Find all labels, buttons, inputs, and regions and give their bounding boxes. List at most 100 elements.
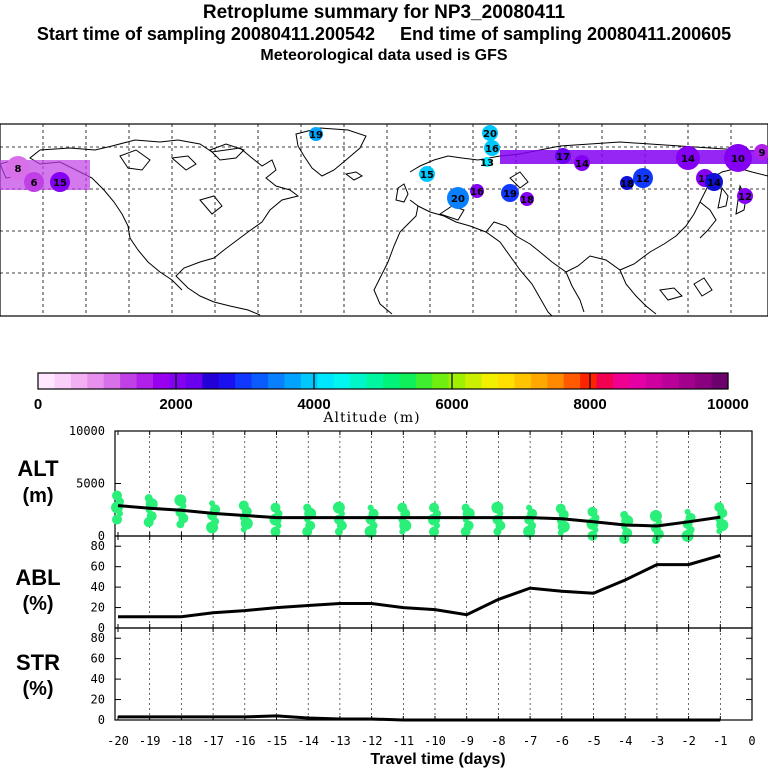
str-panel: STR (%) 80 60 40 20 0: [16, 627, 753, 727]
colorbar-frame: [37, 372, 729, 390]
bubble-label: 17: [556, 152, 570, 163]
colorbar-cell: [530, 373, 548, 389]
trajectory-bubble: 18: [520, 192, 534, 206]
colorbar-cell: [580, 373, 598, 389]
bubble-marker: [555, 148, 571, 164]
x-tick-label: -12: [361, 734, 383, 748]
x-tick-label: -10: [424, 734, 446, 748]
abl-panel: ABL (%) 80 60 40 20 0: [15, 535, 753, 635]
colorbar-cell: [317, 373, 335, 389]
bubble-label: 15: [53, 178, 67, 189]
colorbar-cell: [415, 373, 433, 389]
bubble-marker: [737, 188, 753, 204]
x-tick-label: -3: [650, 734, 664, 748]
altitude-dot: [493, 527, 502, 536]
map-graticule: [0, 124, 768, 316]
bubble-marker: [484, 140, 500, 156]
colorbar-tick-label: 0: [34, 396, 42, 413]
colorbar-cell: [711, 373, 729, 389]
trajectory-bubble: 14: [574, 155, 590, 171]
bubble-marker: [482, 157, 492, 167]
bubble-label: 12: [738, 192, 752, 203]
y-tick-label: 40: [91, 580, 105, 594]
x-tick-label: -19: [139, 734, 161, 748]
x-tick-label: -11: [392, 734, 414, 748]
trajectory-bubble: 9: [754, 144, 768, 160]
y-tick-label: 5000: [76, 477, 105, 491]
y-tick-label: 80: [91, 539, 105, 553]
altitude-dot: [240, 526, 247, 533]
trajectory-bubble: 10: [724, 144, 752, 172]
altitude-dot: [334, 527, 343, 536]
bubble-label: 14: [681, 154, 695, 165]
colorbar-cell: [383, 373, 401, 389]
x-tick-label: -1: [713, 734, 727, 748]
x-tick-label: -4: [618, 734, 632, 748]
y-tick-label: 0: [98, 621, 105, 635]
str-label: STR: [16, 650, 60, 675]
colorbar-tick-label: 4000: [297, 396, 330, 413]
colorbar-cell: [613, 373, 631, 389]
bubble-marker: [724, 144, 752, 172]
colorbar-cell: [284, 373, 302, 389]
str-frame: [114, 627, 753, 721]
colorbar-cell: [136, 373, 154, 389]
y-tick-label: 60: [91, 652, 105, 666]
altitude-dot: [651, 536, 660, 545]
bubble-marker: [501, 184, 519, 202]
altitude-dot: [206, 521, 219, 534]
bubble-marker: [6, 156, 30, 180]
bubble-label: 9: [759, 148, 766, 159]
trajectory-bubble: 14: [705, 173, 723, 191]
y-tick-label: 60: [91, 560, 105, 574]
altitude-dot: [557, 529, 564, 536]
x-tick-label: -17: [202, 734, 224, 748]
trajectory-bubble: 6: [24, 172, 44, 192]
bubble-label: 10: [731, 154, 745, 165]
colorbar-cell: [103, 373, 121, 389]
trajectory-bubble: 17: [555, 148, 571, 164]
colorbar-cell: [678, 373, 696, 389]
x-tick-label: -13: [329, 734, 351, 748]
trajectory-bubble: 14: [676, 146, 700, 170]
altitude-dot: [176, 520, 185, 529]
str-unit: (%): [22, 678, 53, 700]
alt-panel: ALT (m) 10000 5000 0: [17, 424, 753, 545]
x-axis-label: Travel time (days): [370, 751, 505, 768]
bubble-marker: [633, 168, 653, 188]
colorbar-label: Altitude (m): [322, 410, 420, 426]
altitude-dot: [523, 525, 536, 538]
bubble-label: 18: [620, 179, 634, 190]
y-tick-label: 0: [98, 713, 105, 727]
x-tick-label: -5: [586, 734, 600, 748]
bubble-label: 11: [698, 174, 712, 185]
y-tick-label: 20: [91, 693, 105, 707]
str-series-line: [118, 714, 721, 722]
x-tick-label: -7: [523, 734, 537, 748]
x-tick-label: -16: [234, 734, 256, 748]
bubble-marker: [482, 125, 498, 141]
bubble-marker: [574, 155, 590, 171]
y-tick-label: 40: [91, 672, 105, 686]
y-tick-label: 20: [91, 601, 105, 615]
colorbar-tick-label: 10000: [707, 396, 749, 413]
bubble-marker: [676, 146, 700, 170]
altitude-dot: [399, 528, 406, 535]
bubble-label: 8: [15, 164, 22, 175]
colorbar-cell: [268, 373, 286, 389]
trajectory-bubble: 18: [620, 176, 634, 190]
altitude-dot: [460, 526, 471, 537]
colorbar-cell: [350, 373, 368, 389]
bubble-marker: [754, 144, 768, 160]
x-tick-label: -18: [171, 734, 193, 748]
alt-series-line: [117, 504, 721, 528]
trajectory-bubble: 19: [309, 127, 323, 141]
colorbar-cell: [547, 373, 565, 389]
bubble-marker: [470, 184, 484, 198]
x-tick-label: -15: [266, 734, 288, 748]
y-tick-label: 80: [91, 631, 105, 645]
alt-unit: (m): [22, 485, 53, 507]
colorbar-cell: [498, 373, 516, 389]
x-tick-label: -6: [555, 734, 569, 748]
bubble-label: 20: [451, 194, 465, 205]
